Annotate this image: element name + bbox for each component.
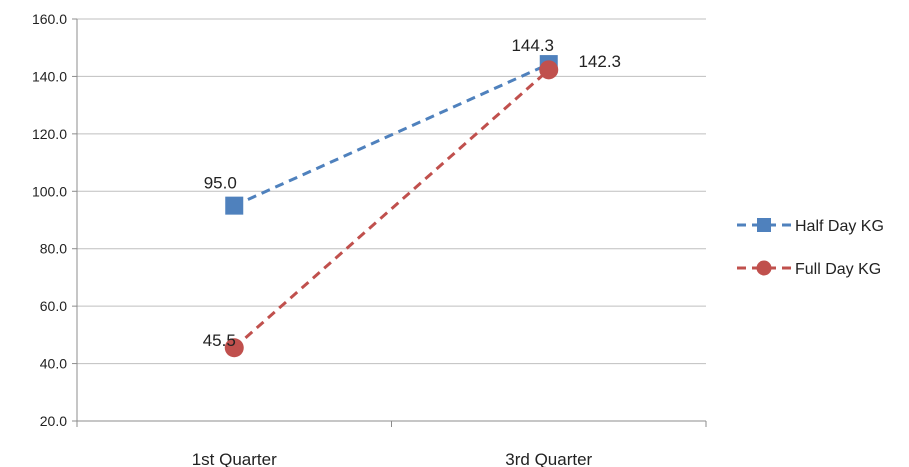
y-tick-label: 120.0: [32, 126, 67, 142]
x-axis: 1st Quarter 3rd Quarter: [76, 420, 707, 467]
legend-marker-square: [757, 218, 771, 232]
legend-label: Half Day KG: [795, 218, 884, 235]
gridlines: [77, 18, 706, 422]
data-point-circle: [224, 338, 244, 358]
legend: Half Day KG Full Day KG: [737, 218, 884, 278]
y-axis: 20.0 40.0 60.0 80.0 100.0 120.0 140.0 160.0: [32, 11, 78, 429]
y-tick-label: 100.0: [32, 183, 67, 199]
y-tick-label: 60.0: [40, 298, 67, 314]
y-tick-label: 140.0: [32, 68, 67, 84]
data-point-circle: [539, 60, 559, 80]
data-label: 144.3: [511, 36, 554, 55]
data-point-square: [225, 196, 244, 215]
data-label: 45.5: [203, 331, 236, 350]
legend-label: Full Day KG: [795, 261, 881, 278]
data-label: 95.0: [204, 174, 237, 193]
data-label: 142.3: [578, 52, 621, 71]
x-tick-label: 3rd Quarter: [505, 450, 592, 467]
series-line-0: [233, 62, 550, 208]
y-tick-label: 160.0: [32, 11, 67, 27]
y-tick-label: 20.0: [40, 413, 67, 429]
x-tick-label: 1st Quarter: [192, 450, 277, 467]
series-layer: [224, 55, 559, 358]
series-line-1: [233, 68, 550, 349]
y-tick-label: 80.0: [40, 241, 67, 257]
legend-marker-circle: [756, 260, 772, 276]
y-tick-label: 40.0: [40, 356, 67, 372]
data-labels: 95.0 144.3 45.5 142.3: [203, 36, 621, 350]
